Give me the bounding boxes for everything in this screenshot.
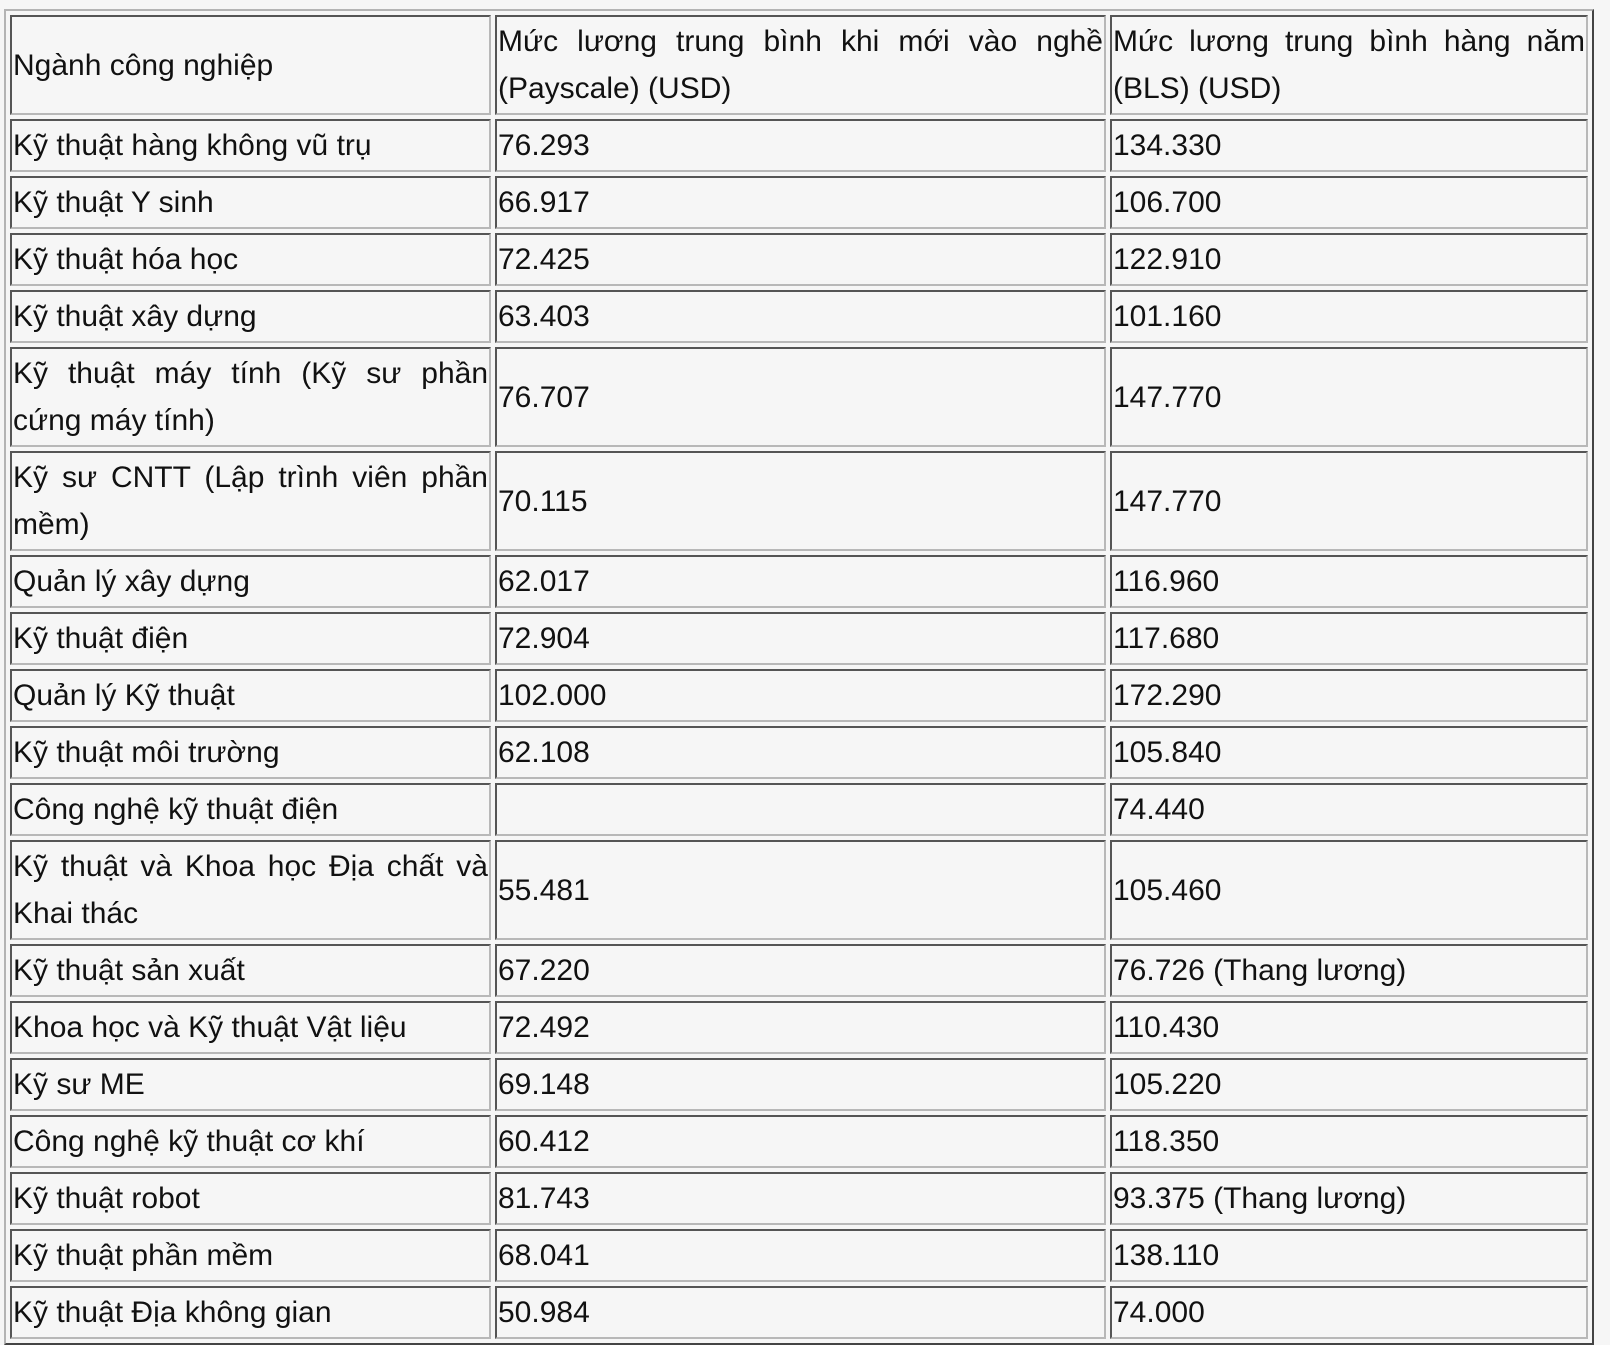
table-row: Kỹ thuật và Khoa học Địa chất và Khai th… <box>10 840 1588 940</box>
table-row: Kỹ thuật Địa không gian 50.984 74.000 <box>10 1286 1588 1339</box>
industry-cell: Kỹ thuật robot <box>10 1172 491 1225</box>
table-row: Kỹ thuật robot 81.743 93.375 (Thang lương) <box>10 1172 1588 1225</box>
annual-salary-cell: 76.726 (Thang lương) <box>1110 944 1588 997</box>
industry-cell: Kỹ thuật xây dựng <box>10 290 491 343</box>
table-row: Kỹ thuật môi trường 62.108 105.840 <box>10 726 1588 779</box>
annual-salary-cell: 147.770 <box>1110 451 1588 551</box>
annual-salary-cell: 101.160 <box>1110 290 1588 343</box>
entry-salary-cell: 72.425 <box>495 233 1106 286</box>
header-industry: Ngành công nghiệp <box>10 15 491 115</box>
table-row: Quản lý Kỹ thuật 102.000 172.290 <box>10 669 1588 722</box>
annual-salary-cell: 106.700 <box>1110 176 1588 229</box>
entry-salary-cell: 70.115 <box>495 451 1106 551</box>
industry-cell: Kỹ thuật máy tính (Kỹ sư phần cứng máy t… <box>10 347 491 447</box>
entry-salary-cell <box>495 783 1106 836</box>
table-row: Kỹ thuật xây dựng 63.403 101.160 <box>10 290 1588 343</box>
table-row: Công nghệ kỹ thuật cơ khí 60.412 118.350 <box>10 1115 1588 1168</box>
industry-cell: Kỹ sư ME <box>10 1058 491 1111</box>
table-row: Kỹ thuật máy tính (Kỹ sư phần cứng máy t… <box>10 347 1588 447</box>
annual-salary-cell: 74.440 <box>1110 783 1588 836</box>
industry-cell: Kỹ thuật và Khoa học Địa chất và Khai th… <box>10 840 491 940</box>
industry-cell: Kỹ thuật môi trường <box>10 726 491 779</box>
salary-table: Ngành công nghiệp Mức lương trung bình k… <box>4 9 1594 1345</box>
industry-cell: Kỹ sư CNTT (Lập trình viên phần mềm) <box>10 451 491 551</box>
table-row: Công nghệ kỹ thuật điện 74.440 <box>10 783 1588 836</box>
industry-cell: Kỹ thuật sản xuất <box>10 944 491 997</box>
table-row: Kỹ thuật hàng không vũ trụ 76.293 134.330 <box>10 119 1588 172</box>
table-row: Kỹ sư ME 69.148 105.220 <box>10 1058 1588 1111</box>
entry-salary-cell: 68.041 <box>495 1229 1106 1282</box>
annual-salary-cell: 172.290 <box>1110 669 1588 722</box>
table-row: Kỹ thuật phần mềm 68.041 138.110 <box>10 1229 1588 1282</box>
annual-salary-cell: 134.330 <box>1110 119 1588 172</box>
table-row: Kỹ sư CNTT (Lập trình viên phần mềm) 70.1… <box>10 451 1588 551</box>
annual-salary-cell: 118.350 <box>1110 1115 1588 1168</box>
entry-salary-cell: 66.917 <box>495 176 1106 229</box>
table-row: Kỹ thuật sản xuất 67.220 76.726 (Thang lươ… <box>10 944 1588 997</box>
industry-cell: Kỹ thuật Y sinh <box>10 176 491 229</box>
industry-cell: Khoa học và Kỹ thuật Vật liệu <box>10 1001 491 1054</box>
entry-salary-cell: 55.481 <box>495 840 1106 940</box>
annual-salary-cell: 105.840 <box>1110 726 1588 779</box>
annual-salary-cell: 105.460 <box>1110 840 1588 940</box>
table-row: Khoa học và Kỹ thuật Vật liệu 72.492 110.4… <box>10 1001 1588 1054</box>
table-row: Kỹ thuật điện 72.904 117.680 <box>10 612 1588 665</box>
entry-salary-cell: 72.492 <box>495 1001 1106 1054</box>
entry-salary-cell: 67.220 <box>495 944 1106 997</box>
entry-salary-cell: 69.148 <box>495 1058 1106 1111</box>
header-row: Ngành công nghiệp Mức lương trung bình k… <box>10 15 1588 115</box>
annual-salary-cell: 110.430 <box>1110 1001 1588 1054</box>
entry-salary-cell: 81.743 <box>495 1172 1106 1225</box>
entry-salary-cell: 62.017 <box>495 555 1106 608</box>
annual-salary-cell: 116.960 <box>1110 555 1588 608</box>
entry-salary-cell: 60.412 <box>495 1115 1106 1168</box>
header-entry-salary: Mức lương trung bình khi mới vào nghề (P… <box>495 15 1106 115</box>
table-row: Kỹ thuật Y sinh 66.917 106.700 <box>10 176 1588 229</box>
entry-salary-cell: 62.108 <box>495 726 1106 779</box>
annual-salary-cell: 147.770 <box>1110 347 1588 447</box>
industry-cell: Kỹ thuật Địa không gian <box>10 1286 491 1339</box>
annual-salary-cell: 138.110 <box>1110 1229 1588 1282</box>
entry-salary-cell: 72.904 <box>495 612 1106 665</box>
industry-cell: Kỹ thuật hóa học <box>10 233 491 286</box>
annual-salary-cell: 117.680 <box>1110 612 1588 665</box>
table-row: Quản lý xây dựng 62.017 116.960 <box>10 555 1588 608</box>
entry-salary-cell: 76.707 <box>495 347 1106 447</box>
annual-salary-cell: 93.375 (Thang lương) <box>1110 1172 1588 1225</box>
industry-cell: Quản lý xây dựng <box>10 555 491 608</box>
industry-cell: Quản lý Kỹ thuật <box>10 669 491 722</box>
annual-salary-cell: 74.000 <box>1110 1286 1588 1339</box>
table-row: Kỹ thuật hóa học 72.425 122.910 <box>10 233 1588 286</box>
entry-salary-cell: 102.000 <box>495 669 1106 722</box>
industry-cell: Công nghệ kỹ thuật điện <box>10 783 491 836</box>
entry-salary-cell: 50.984 <box>495 1286 1106 1339</box>
industry-cell: Kỹ thuật điện <box>10 612 491 665</box>
industry-cell: Công nghệ kỹ thuật cơ khí <box>10 1115 491 1168</box>
industry-cell: Kỹ thuật phần mềm <box>10 1229 491 1282</box>
annual-salary-cell: 105.220 <box>1110 1058 1588 1111</box>
industry-cell: Kỹ thuật hàng không vũ trụ <box>10 119 491 172</box>
annual-salary-cell: 122.910 <box>1110 233 1588 286</box>
entry-salary-cell: 76.293 <box>495 119 1106 172</box>
header-annual-salary: Mức lương trung bình hàng năm (BLS) (USD… <box>1110 15 1588 115</box>
entry-salary-cell: 63.403 <box>495 290 1106 343</box>
